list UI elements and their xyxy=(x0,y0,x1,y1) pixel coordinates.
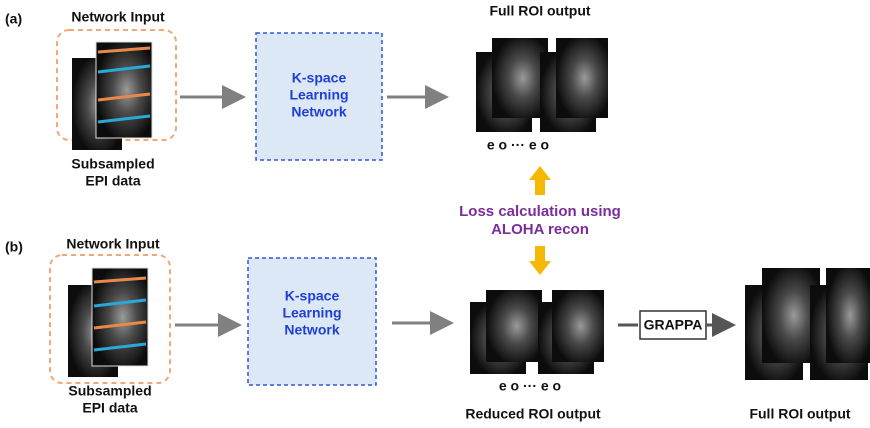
loss-text: ALOHA recon xyxy=(491,221,589,238)
loss-text: Loss calculation using xyxy=(459,203,621,220)
echo-labels: e o ··· e o xyxy=(499,378,561,394)
network-label: Learning xyxy=(289,87,348,103)
input-caption: EPI data xyxy=(85,173,140,189)
network-label: K-space xyxy=(285,288,340,304)
input-slices xyxy=(72,42,152,150)
network-label: K-space xyxy=(292,70,347,86)
loss-arrow xyxy=(529,166,551,195)
reduced-slices xyxy=(470,290,604,374)
diagram: (a) Network Input Subsampled EPI data K-… xyxy=(0,0,870,428)
input-title: Network Input xyxy=(71,9,165,25)
echo-labels: e o ··· e o xyxy=(487,137,549,153)
network-label: Network xyxy=(291,104,346,120)
network-label: Learning xyxy=(282,305,341,321)
input-caption: Subsampled xyxy=(68,383,151,399)
input-caption: EPI data xyxy=(82,400,137,416)
panel-label: (a) xyxy=(5,11,22,27)
input-slices xyxy=(68,268,148,377)
final-slices xyxy=(745,268,870,380)
panel-label: (b) xyxy=(5,239,23,255)
output-slices xyxy=(476,38,608,132)
output-title: Reduced ROI output xyxy=(465,406,601,422)
network-label: Network xyxy=(284,322,339,338)
grappa-label: GRAPPA xyxy=(644,317,703,333)
input-title: Network Input xyxy=(66,236,160,252)
final-output-title: Full ROI output xyxy=(749,406,850,422)
loss-arrow xyxy=(529,246,551,275)
input-caption: Subsampled xyxy=(71,156,154,172)
output-title: Full ROI output xyxy=(489,3,590,19)
